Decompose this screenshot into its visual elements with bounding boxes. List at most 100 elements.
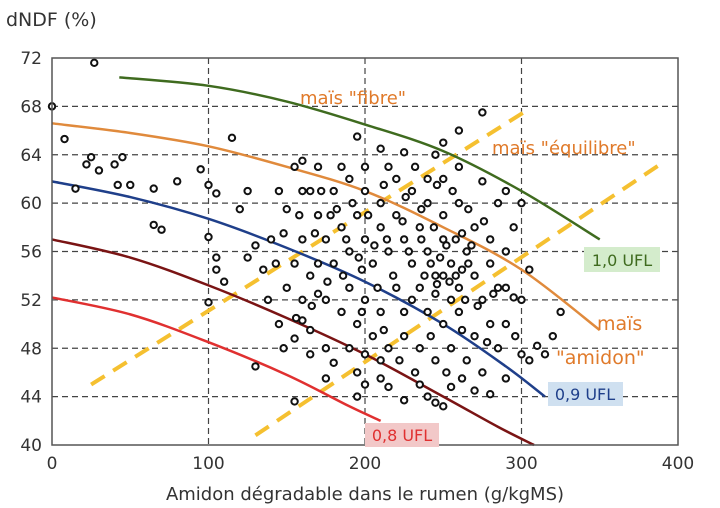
y-tick-label: 48 (20, 339, 42, 359)
x-tick-label: 100 (192, 454, 224, 474)
label-bg-ufl09 (548, 382, 623, 406)
scatter-point (360, 235, 370, 244)
scatter-point (410, 162, 420, 172)
scatter-point (493, 344, 503, 353)
scatter-point (460, 295, 470, 305)
scatter-point (384, 344, 393, 353)
x-tick-label: 300 (505, 454, 537, 474)
scatter-point (454, 162, 464, 172)
y-tick-label: 72 (20, 49, 42, 69)
scatter-point (379, 325, 388, 335)
scatter-point (337, 223, 346, 232)
scatter-point (446, 259, 456, 268)
y-tick-label: 60 (20, 194, 42, 214)
scatter-point (298, 186, 307, 196)
scatter-point (352, 392, 362, 401)
scatter-point (149, 184, 158, 193)
scatter-point (446, 295, 456, 305)
scatter-point (348, 198, 357, 208)
scatter-point (290, 334, 299, 343)
scatter-point (376, 198, 385, 208)
scatter-point (290, 397, 299, 406)
scatter-point (445, 277, 454, 286)
scatter-point (352, 319, 362, 329)
scatter-point (511, 331, 520, 341)
scatter-point (432, 180, 442, 190)
scatter-point (439, 174, 448, 184)
scatter-point (501, 247, 511, 256)
scatter-point (86, 152, 96, 162)
label-bg-ufl08 (365, 423, 439, 447)
scatter-point (373, 283, 382, 292)
scatter-point (321, 295, 331, 305)
scatter-point (360, 380, 370, 389)
scatter-point (407, 259, 417, 268)
scatter-point (532, 341, 542, 351)
scatter-point (90, 58, 99, 68)
scatter-point (321, 374, 331, 383)
scatter-point (556, 307, 565, 317)
scatter-point (457, 374, 467, 383)
scatter-point (493, 283, 503, 292)
y-tick-label: 52 (20, 291, 42, 311)
scatter-point (446, 344, 456, 353)
scatter-point (439, 319, 448, 329)
scatter-point (439, 138, 448, 147)
scatter-point (329, 186, 338, 196)
scatter-point (399, 396, 409, 405)
scatter-point (329, 259, 338, 268)
label-ufl-0-8: 0,8 UFL (372, 426, 432, 445)
scatter-point (517, 295, 526, 305)
scatter-point (470, 271, 479, 280)
scatter-point (157, 225, 166, 234)
scatter-point (540, 350, 550, 359)
scatter-point (298, 235, 307, 244)
scatter-point (113, 180, 122, 190)
scatter-point (345, 344, 354, 353)
scatter-point (448, 186, 457, 196)
scatter-point (290, 162, 299, 172)
scatter-point (360, 350, 370, 359)
scatter-point (306, 271, 315, 280)
scatter-point (439, 402, 448, 411)
label-bg-ufl10 (584, 247, 660, 272)
y-tick-label: 56 (20, 243, 42, 263)
scatter-point (423, 392, 432, 401)
scatter-point (473, 301, 482, 311)
scatter-point (493, 198, 503, 208)
scatter-point (431, 356, 440, 365)
scatter-point (352, 368, 362, 377)
scatter-point (376, 307, 385, 317)
scatter-point (399, 235, 409, 244)
scatter-point (431, 398, 440, 407)
scatter-point (420, 271, 429, 280)
scatter-point (298, 295, 307, 305)
scatter-point (470, 331, 479, 341)
scatter-point (306, 325, 315, 335)
scatter-point (407, 186, 417, 196)
scatter-point (501, 319, 511, 329)
scatter-point (376, 374, 385, 383)
x-axis-label: Amidon dégradable dans le rumen (g/kgMS) (166, 484, 564, 505)
scatter-point (282, 283, 291, 292)
scatter-point (415, 223, 424, 232)
scatter-point (326, 211, 335, 220)
ufl-curve (51, 122, 601, 332)
scatter-point (454, 307, 464, 317)
scatter-point (94, 166, 104, 175)
ufl-curve (51, 296, 382, 422)
scatter-point (454, 198, 464, 208)
scatter-point (274, 319, 284, 329)
scatter-point (423, 307, 432, 317)
scatter-point (306, 350, 315, 359)
scatter-point (306, 186, 315, 196)
scatter-point (360, 162, 370, 172)
scatter-point (290, 259, 299, 268)
scatter-point (509, 223, 518, 232)
scatter-point (376, 144, 385, 153)
scatter-point (501, 186, 511, 196)
scatter-point (462, 247, 471, 256)
scatter-point (417, 235, 426, 244)
dashed-boundary-line (90, 107, 531, 387)
scatter-point (426, 259, 435, 268)
